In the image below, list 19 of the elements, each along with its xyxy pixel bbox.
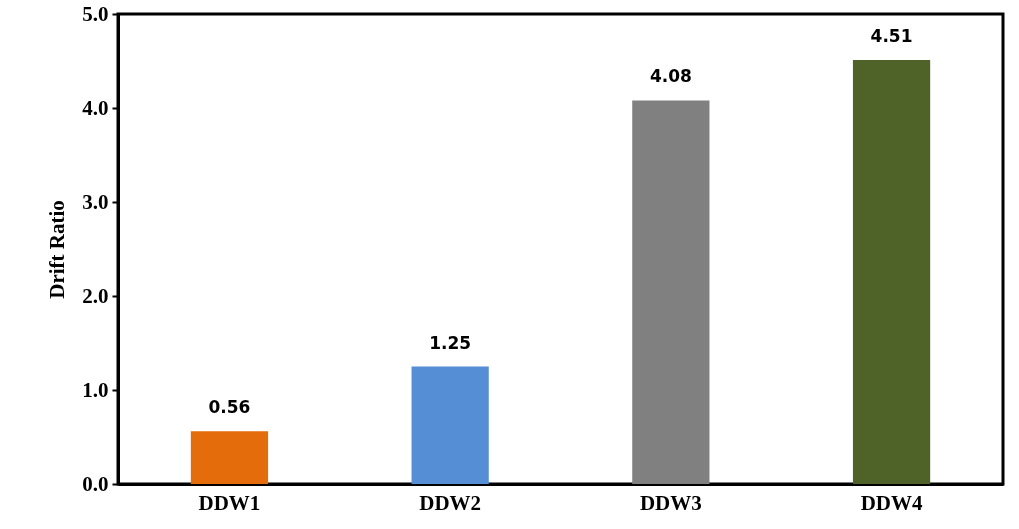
data-label: 4.51: [870, 26, 913, 47]
x-tick-label: DDW1: [198, 490, 261, 515]
y-tick-label: 0.0: [82, 471, 109, 496]
data-label: 0.56: [208, 397, 251, 418]
y-tick-label: 3.0: [82, 189, 109, 214]
data-label: 1.25: [429, 332, 472, 353]
bar: [632, 100, 710, 484]
bar: [852, 60, 931, 484]
y-tick-label: 4.0: [82, 95, 109, 120]
y-axis-title: Drift Ratio: [45, 200, 70, 299]
x-tick-label: DDW3: [639, 490, 702, 515]
y-tick-label: 1.0: [82, 377, 109, 402]
bar: [411, 366, 489, 484]
data-label: 4.08: [649, 66, 692, 87]
y-tick-label: 2.0: [82, 283, 109, 308]
y-tick-label: 5.0: [82, 1, 109, 26]
x-tick-label: DDW4: [860, 490, 923, 515]
x-tick-label: DDW2: [419, 490, 482, 515]
bar: [190, 431, 269, 484]
